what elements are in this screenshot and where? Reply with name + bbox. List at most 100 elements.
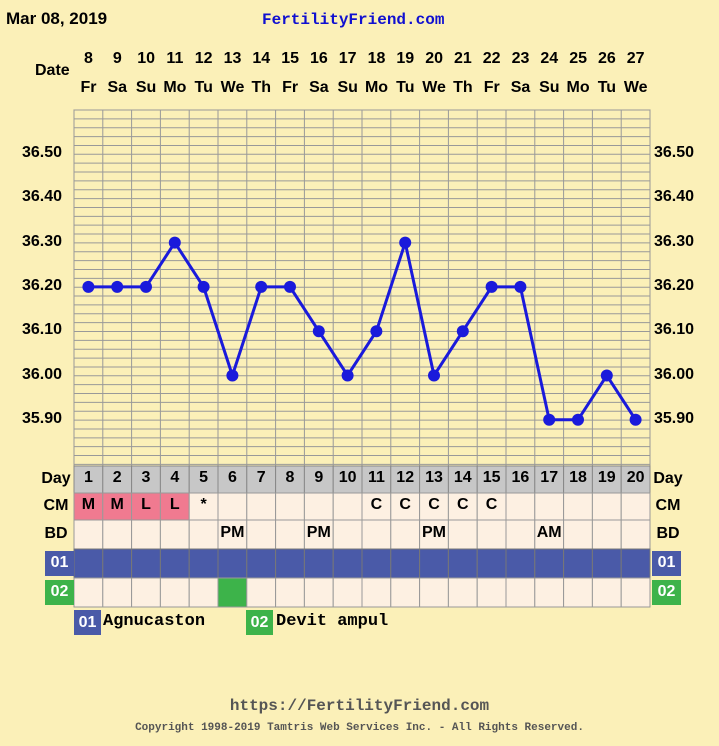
y-tick-left: 36.50 [22,144,63,161]
date-label: 18 [367,50,386,67]
date-label: 22 [482,50,501,67]
med2-cell [102,577,133,608]
cycle-day: 3 [141,469,151,486]
y-tick-right: 36.40 [654,188,695,206]
y-tick-left: 36.20 [22,276,63,294]
temperature-point [485,280,498,293]
bd-cell [620,519,651,550]
cm-cell [620,492,651,521]
med2-cell [620,577,651,608]
med2-cell [447,577,478,608]
legend-code: 01 [74,610,101,635]
weekday-label: Sa [510,79,531,96]
temperature-point [428,369,440,382]
med2-cell [131,577,161,608]
med2-cell [390,577,421,608]
bd-value: PM [220,524,245,541]
cm-value: C [399,496,411,513]
bd-cell [419,519,449,550]
temperature-point [399,236,412,249]
weekday-label: We [623,79,648,96]
cycle-day: 5 [199,469,209,486]
bd-cell [361,519,392,550]
cycle-day: 19 [597,469,616,486]
y-tick-left: 36.00 [22,365,63,383]
y-tick-right: 35.90 [654,409,695,427]
med2-cell [419,577,449,608]
temperature-point [341,369,354,382]
temperature-point [197,280,210,293]
cm-cell [534,492,565,521]
med1-cell [620,548,651,579]
chart-date: Mar 08, 2019 [6,9,108,28]
temperature-point [312,325,325,338]
footer-url[interactable]: https://FertilityFriend.com [229,697,490,715]
cycle-day: 16 [511,469,530,486]
bd-cell [275,519,305,550]
cm-value: C [428,496,440,513]
cm-cell [275,492,305,521]
weekday-label: Tu [194,79,213,96]
cycle-day: 9 [314,469,324,486]
cm-cell [217,492,248,521]
date-label: 14 [252,50,271,67]
date-label: 27 [626,50,645,67]
med1-cell [159,548,190,579]
weekday-label: Tu [597,79,617,96]
date-label: 11 [166,50,184,67]
bd-cell [159,519,190,550]
legend-code: 02 [246,610,273,635]
med2-cell [591,577,622,608]
weekday-label: Mo [566,79,590,96]
med1-row-label-right: 01 [652,551,681,576]
temperature-point [370,325,383,338]
cycle-day: 8 [285,469,295,486]
weekday-label: Mo [163,79,187,96]
med2-cell [505,577,536,608]
med2-cell [188,577,219,608]
med1-cell [591,548,622,579]
y-tick-right: 36.00 [654,365,695,383]
med1-cell [275,548,305,579]
y-tick-right: 36.10 [654,321,695,339]
med2-cell [217,577,248,608]
weekday-label: Su [135,79,157,96]
med1-cell [246,548,277,579]
cycle-day: 20 [626,469,645,486]
med2-cell [73,577,104,608]
date-label: 15 [281,50,299,67]
temperature-point [600,369,613,382]
cycle-day: 18 [569,469,587,486]
cycle-day: 17 [540,469,559,486]
weekday-label: We [422,79,446,96]
med2-cell [563,577,593,608]
bd-cell [332,519,363,550]
temperature-point [226,369,239,382]
med2-row-label-right: 02 [652,580,681,605]
cm-value: L [169,496,180,513]
weekday-label: Su [337,79,358,96]
weekday-label: Th [251,79,272,96]
y-tick-left: 36.10 [22,321,63,339]
med2-cell [159,577,190,608]
day-cell [246,465,277,494]
weekday-label: Su [539,79,560,96]
cycle-day: 14 [453,469,472,486]
med1-cell [303,548,334,579]
weekday-label: Mo [364,79,389,96]
med1-cell [476,548,507,579]
date-label: 23 [511,50,530,67]
cm-cell [563,492,593,521]
med2-cell [361,577,392,608]
y-tick-left: 36.30 [22,232,63,250]
med2-cell [332,577,363,608]
bd-cell [505,519,536,550]
day-cell [217,465,248,494]
day-cell [188,465,219,494]
weekday-label: Fr [80,79,97,96]
med2-row-label-left: 02 [45,580,74,605]
date-label: 17 [338,50,357,67]
day-cell [275,465,305,494]
med1-cell [188,548,219,579]
